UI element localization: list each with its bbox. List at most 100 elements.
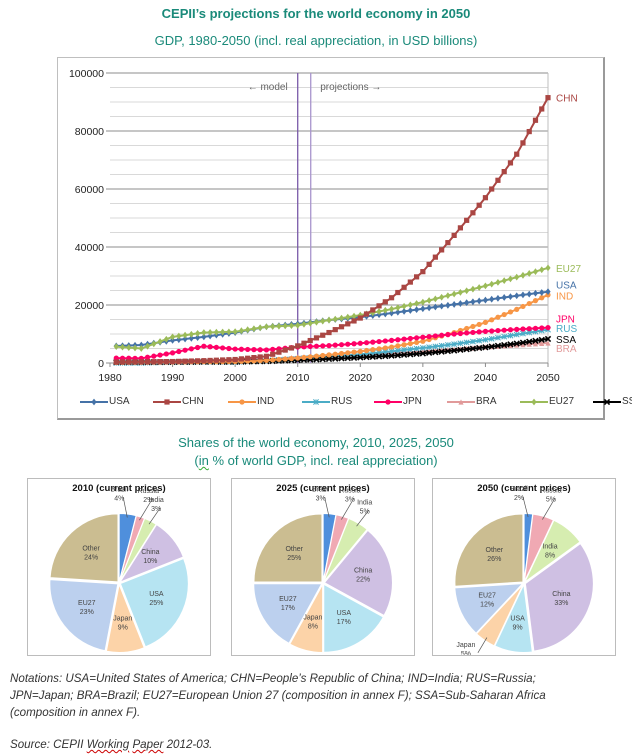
data-point — [220, 345, 226, 351]
slice-label-value: 4% — [114, 496, 124, 503]
data-point — [151, 340, 157, 348]
y-tick-label: 0 — [98, 358, 104, 370]
data-point — [532, 289, 539, 297]
legend-swatch — [374, 398, 402, 405]
pie-slice-china — [323, 529, 393, 617]
data-point — [545, 340, 551, 346]
data-point — [313, 398, 319, 405]
data-point — [169, 336, 176, 344]
slice-label-name: Other — [82, 545, 100, 552]
data-point — [458, 398, 464, 405]
pie-section-title: Shares of the world economy, 2010, 2025,… — [0, 434, 632, 470]
data-point — [545, 95, 551, 101]
data-point — [526, 338, 533, 345]
legend-swatch — [153, 398, 181, 405]
data-point — [301, 340, 307, 346]
data-point — [370, 347, 376, 353]
data-point — [476, 344, 483, 352]
data-point — [363, 347, 370, 354]
end-label-rus: RUS — [556, 324, 577, 335]
pie-chart-2025: 2025 (current prices) Brazil 3% Russia 3% In… — [231, 478, 415, 656]
data-point — [501, 311, 507, 318]
series-line-chn — [116, 97, 549, 364]
data-point — [532, 325, 539, 331]
data-point — [520, 342, 526, 348]
data-point — [407, 301, 413, 309]
y-tick-label: 100000 — [69, 68, 104, 80]
data-point — [307, 337, 313, 344]
data-point — [182, 347, 188, 353]
projections-annotation: projections → — [320, 82, 381, 93]
data-point — [257, 354, 263, 360]
data-point — [401, 347, 408, 353]
slice-label-name: USA — [149, 591, 164, 598]
data-point — [514, 273, 520, 281]
data-point — [113, 343, 119, 351]
legend-label: EU27 — [549, 396, 575, 407]
data-point — [338, 324, 345, 330]
data-point — [401, 307, 407, 315]
slice-label-name: EU27 — [78, 600, 96, 607]
data-point — [407, 346, 414, 353]
data-point — [276, 322, 282, 330]
data-point — [432, 343, 439, 350]
pie-slice-usa — [323, 583, 385, 653]
legend-swatch — [228, 398, 256, 405]
data-point — [532, 117, 539, 123]
pie-svg-2050: Brazil 2% Russia 5% India 8% China 33% USA 9% Japa… — [454, 486, 594, 655]
data-point — [531, 398, 537, 405]
data-point — [251, 355, 257, 361]
data-point — [539, 266, 545, 274]
data-point — [188, 358, 194, 364]
data-point — [363, 311, 370, 317]
data-point — [488, 343, 495, 350]
data-point — [201, 358, 207, 364]
data-point — [213, 328, 219, 336]
data-point — [388, 295, 395, 301]
data-point — [457, 330, 463, 337]
slice-label-value: 5% — [461, 651, 471, 655]
data-point — [526, 341, 532, 347]
source-word-working: Working — [86, 738, 130, 751]
slice-label-value: 3% — [151, 506, 161, 513]
data-point — [395, 289, 401, 296]
data-point — [238, 356, 244, 362]
data-point — [207, 344, 213, 350]
pie-slice-japan — [289, 584, 324, 653]
pie-slice-india — [119, 517, 157, 582]
data-point — [388, 344, 395, 350]
data-point — [470, 298, 476, 306]
pie-slice-japan — [105, 582, 145, 653]
data-point — [338, 314, 345, 322]
data-point — [482, 344, 489, 351]
end-label-chn: CHN — [556, 94, 578, 105]
slice-label-name: Russia — [540, 487, 562, 494]
data-point — [245, 326, 251, 334]
data-point — [357, 315, 363, 321]
leader-line — [139, 498, 153, 521]
end-label-bra: BRA — [556, 344, 577, 355]
model-annotation: ← model — [248, 82, 288, 93]
data-point — [544, 335, 552, 343]
data-point — [539, 325, 545, 331]
data-point — [332, 351, 338, 357]
pie-slice-eu27 — [49, 579, 119, 652]
data-point — [376, 338, 382, 345]
data-point — [507, 332, 514, 339]
data-point — [195, 358, 201, 364]
data-point — [401, 342, 407, 348]
data-point — [401, 284, 407, 290]
data-point — [432, 349, 439, 356]
data-point — [420, 305, 426, 313]
data-point — [126, 344, 132, 351]
data-point — [320, 352, 326, 359]
data-point — [276, 349, 282, 355]
data-point — [376, 308, 382, 315]
end-label-eu27: EU27 — [556, 264, 581, 275]
data-point — [169, 350, 176, 356]
data-point — [526, 300, 532, 307]
slice-label-value: 10% — [143, 558, 157, 565]
slice-label-value: 3% — [316, 495, 326, 502]
data-point — [457, 225, 463, 231]
data-point — [420, 298, 426, 306]
